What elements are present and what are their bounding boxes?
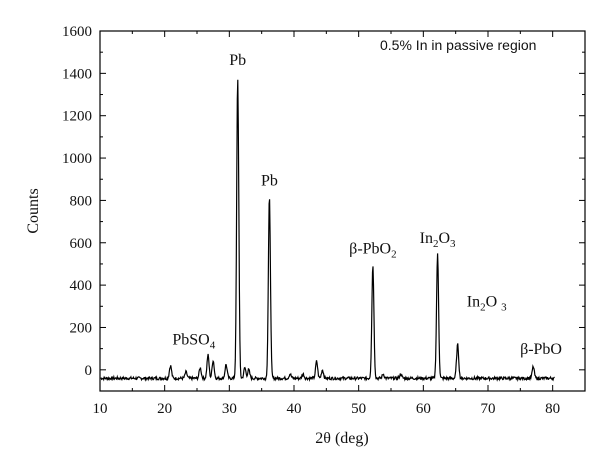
annotation-subscript: 2 xyxy=(433,238,439,250)
y-tick-label: 800 xyxy=(70,193,93,209)
y-tick-label: 1000 xyxy=(62,151,92,167)
plot-frame xyxy=(99,30,586,392)
inset-label: 0.5% In in passive region xyxy=(380,37,536,53)
annotation-subscript: 2 xyxy=(391,248,397,260)
y-tick-label: 600 xyxy=(70,236,93,252)
annotation-text: In xyxy=(420,230,433,247)
annotation-text: Pb xyxy=(229,52,246,69)
x-tick-label: 70 xyxy=(481,401,496,417)
peak-annotation: PbSO4 xyxy=(172,331,215,351)
annotation-subscript: 3 xyxy=(501,301,507,313)
x-tick-label: 10 xyxy=(93,401,108,417)
annotation-text: β-PbO xyxy=(349,240,391,257)
y-tick-label: 1200 xyxy=(62,109,92,125)
x-tick-label: 50 xyxy=(351,401,366,417)
peak-annotation: Pb xyxy=(261,173,278,190)
annotation-text: O xyxy=(438,230,450,247)
x-tick-label: 40 xyxy=(287,401,302,417)
annotation-subscript: 4 xyxy=(210,339,216,351)
peak-annotation: Pb xyxy=(229,52,246,69)
y-tick-label: 1600 xyxy=(62,24,92,40)
annotation-text: O xyxy=(486,293,502,310)
y-tick-label: 400 xyxy=(70,278,93,294)
peak-annotation: In2O 3 xyxy=(467,293,507,313)
annotation-subscript: 2 xyxy=(480,301,486,313)
tick-labels: 10 20 30 40 50 60 70 80020040060080010001200140… xyxy=(62,24,560,417)
x-tick-label: 60 xyxy=(416,401,431,417)
x-tick-label: 30 xyxy=(222,401,237,417)
annotation-text: Pb xyxy=(261,173,278,190)
series-line xyxy=(100,79,555,383)
peak-annotation: β-PbO2 xyxy=(349,240,396,260)
y-axis-title: Counts xyxy=(25,188,42,233)
annotation-text: In xyxy=(467,293,480,310)
annotation-text: PbSO xyxy=(172,331,209,348)
peak-annotation: In2O3 xyxy=(420,230,456,250)
peak-annotation: β-PbO xyxy=(520,341,562,358)
annotation-text: β-PbO xyxy=(520,341,562,358)
y-tick-label: 1400 xyxy=(62,66,92,82)
axis-ticks xyxy=(99,30,585,391)
x-axis-title: 2θ (deg) xyxy=(315,430,368,447)
x-tick-label: 20 xyxy=(157,401,172,417)
annotation-subscript: 3 xyxy=(450,238,456,250)
x-tick-label: 80 xyxy=(545,401,560,417)
y-tick-label: 200 xyxy=(70,320,93,336)
y-tick-label: 0 xyxy=(85,363,93,379)
